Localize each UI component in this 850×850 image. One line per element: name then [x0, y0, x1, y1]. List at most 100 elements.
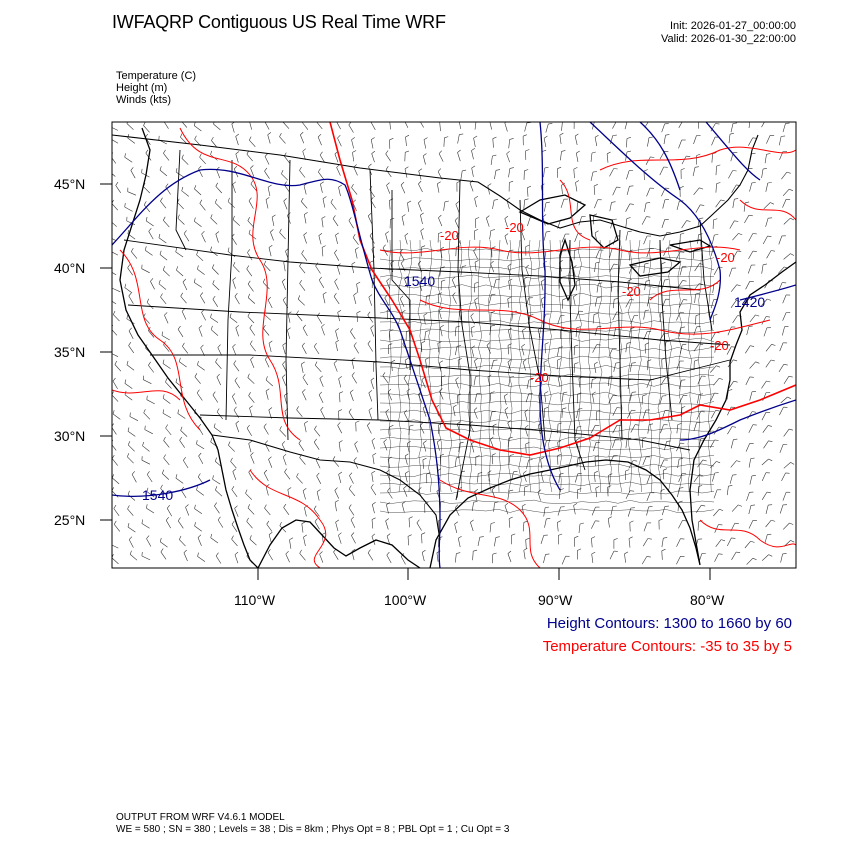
wind-barb-flag: [297, 295, 301, 300]
wind-barb-flag: [665, 134, 670, 136]
wind-barb: [490, 263, 495, 273]
wind-barb: [211, 329, 219, 336]
wind-barb-flag: [296, 473, 299, 477]
wind-barb-flag: [215, 358, 218, 363]
wind-barb-flag: [264, 504, 267, 509]
wind-barb-flag: [558, 533, 563, 536]
wind-barb: [268, 534, 272, 544]
wind-barb: [629, 363, 633, 373]
wind-barb: [574, 136, 578, 145]
wind-barb: [525, 539, 527, 549]
wind-barb: [196, 443, 205, 450]
wind-barb-flag: [265, 388, 270, 392]
wind-barb-flag: [438, 231, 443, 234]
lat-tick-label: 25°N: [54, 512, 85, 528]
wind-barb: [316, 122, 323, 130]
wind-barb: [713, 509, 720, 517]
wind-barb: [590, 379, 593, 389]
wind-barb: [245, 493, 253, 500]
wind-barb: [643, 235, 648, 245]
wind-barb-flag: [716, 365, 721, 368]
wind-barb-flag: [474, 229, 479, 232]
wind-barb-flag: [766, 380, 771, 383]
wind-barb: [185, 507, 190, 516]
wind-barb: [263, 472, 269, 482]
wind-barb: [335, 342, 338, 352]
wind-barb-flag: [405, 470, 409, 474]
wind-barb: [522, 330, 525, 340]
wind-barb: [728, 170, 733, 179]
wind-barb-flag: [575, 180, 580, 183]
wind-barb: [504, 235, 508, 245]
wind-barb-flag: [473, 501, 478, 503]
height-contours-info: Height Contours: 1300 to 1660 by 60: [546, 615, 792, 632]
county-line: [587, 239, 592, 493]
wind-barb: [384, 297, 390, 306]
wind-barb-flag: [751, 391, 757, 393]
wind-barb: [504, 409, 509, 419]
wind-barb-flag: [160, 293, 163, 298]
wind-barb: [316, 491, 320, 501]
lon-tick-label: 90°W: [538, 592, 573, 608]
wind-barb: [301, 364, 304, 373]
wind-barb-flag: [767, 182, 772, 184]
wind-barb-flag: [145, 149, 149, 154]
wind-barb-flag: [334, 278, 338, 282]
wind-barb: [112, 413, 121, 420]
wind-barb: [314, 521, 320, 530]
wind-barb: [608, 348, 613, 357]
county-line: [397, 239, 403, 493]
wind-barb-flag: [738, 233, 743, 236]
wind-barb: [165, 381, 172, 389]
wind-barb-flag: [409, 424, 414, 427]
wind-barb: [661, 279, 665, 289]
wind-barb: [489, 230, 492, 240]
wind-barb-flag: [728, 389, 733, 391]
wind-barb-flag: [185, 504, 189, 508]
wind-barb: [351, 139, 354, 149]
wind-barb-flag: [699, 343, 704, 346]
wind-barb: [527, 187, 529, 197]
wind-barb: [351, 264, 354, 274]
wind-barb-flag: [719, 508, 724, 511]
wind-barb-flag: [459, 118, 462, 120]
wind-barb: [471, 167, 474, 177]
wind-barb: [335, 330, 338, 340]
wind-barb-flag: [143, 201, 147, 205]
wind-barb-flag: [557, 422, 562, 425]
wind-barb-flag: [650, 156, 655, 158]
wind-barb: [418, 394, 423, 403]
wind-barb-flag: [544, 407, 549, 409]
wind-barb: [609, 263, 614, 273]
wind-barb-flag: [249, 535, 252, 540]
wind-barb-flag: [163, 149, 166, 154]
wind-barb: [130, 554, 138, 561]
wind-barb: [296, 476, 303, 484]
wind-barb: [321, 326, 325, 336]
wind-barb-flag: [282, 342, 287, 346]
wind-barb: [268, 247, 272, 257]
wind-barb-flag: [508, 516, 513, 519]
wind-barb-flag: [177, 409, 179, 414]
wind-barb-flag: [249, 119, 252, 121]
wind-barb-flag: [128, 342, 132, 346]
wind-barb-flag: [694, 359, 699, 362]
wind-barb-flag: [719, 378, 723, 380]
wind-barb-flag: [456, 345, 462, 347]
lon-tick-label: 100°W: [384, 592, 427, 608]
wind-barb-flag: [543, 360, 548, 363]
wind-barb: [573, 296, 576, 306]
wind-barb: [630, 424, 636, 433]
wind-barb: [745, 443, 750, 452]
wind-barb: [711, 153, 713, 163]
wind-barb: [264, 507, 271, 516]
wind-barb-flag: [437, 168, 442, 172]
wind-barb: [477, 473, 479, 483]
wind-barb-flag: [506, 197, 511, 201]
wind-barb: [727, 326, 732, 336]
wind-barb: [761, 472, 767, 482]
wind-barb-flag: [367, 422, 371, 426]
wind-barb-flag: [686, 220, 691, 222]
wind-barb-flag: [720, 199, 725, 202]
wind-barb-flag: [235, 420, 239, 424]
